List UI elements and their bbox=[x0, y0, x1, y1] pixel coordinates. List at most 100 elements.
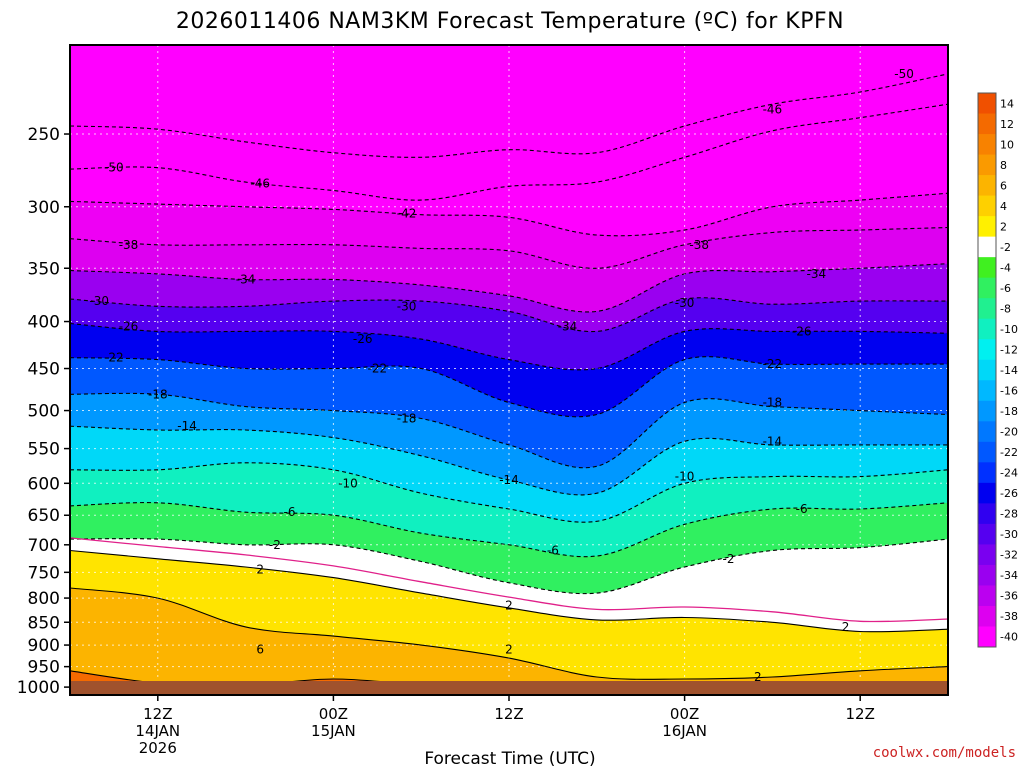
colorbar-label-21: -30 bbox=[1000, 528, 1018, 541]
contour-line--42 bbox=[70, 192, 948, 237]
contour-line-2 bbox=[70, 549, 948, 633]
colorbar-swatch-9 bbox=[978, 277, 996, 299]
grid-lines bbox=[70, 45, 948, 695]
contour-label-4: -38 bbox=[689, 238, 709, 252]
colorbar-label-7: -2 bbox=[1000, 241, 1011, 254]
x-tick-label-0-2: 2026 bbox=[139, 739, 177, 757]
colorbar-label-24: -36 bbox=[1000, 590, 1018, 603]
colorbar-swatch-12 bbox=[978, 339, 996, 361]
colorbar-label-13: -14 bbox=[1000, 364, 1018, 377]
colorbar-swatch-18 bbox=[978, 462, 996, 484]
colorbar-label-11: -10 bbox=[1000, 323, 1018, 336]
y-tick-label-800: 800 bbox=[28, 589, 60, 609]
colorbar-label-12: -12 bbox=[1000, 343, 1018, 356]
colorbar-label-16: -20 bbox=[1000, 426, 1018, 439]
y-tick-label-400: 400 bbox=[28, 313, 60, 333]
contour-line--38 bbox=[70, 226, 948, 269]
contour-label-34: 2 bbox=[754, 670, 762, 684]
colorbar-label-10: -8 bbox=[1000, 302, 1011, 315]
colorbar-swatch-7 bbox=[978, 236, 996, 258]
y-tick-label-500: 500 bbox=[28, 402, 60, 422]
x-tick-label-1-0: 00Z bbox=[319, 705, 348, 723]
x-tick-label-3-0: 00Z bbox=[670, 705, 699, 723]
contour-label-31: 2 bbox=[505, 598, 513, 612]
colorbar-swatch-2 bbox=[978, 134, 996, 156]
contour-label-19: -18 bbox=[763, 396, 783, 410]
colorbar-label-23: -34 bbox=[1000, 569, 1018, 582]
contour-label-21: -14 bbox=[763, 434, 783, 448]
y-axis: 250 300 350 400 450 500 550 600 650 700 750 800 850 9… bbox=[17, 125, 70, 698]
contour-line--34 bbox=[70, 263, 948, 313]
contour-label-17: -18 bbox=[148, 387, 168, 401]
contour-line-6 bbox=[70, 587, 948, 680]
colorbar-label-8: -4 bbox=[1000, 261, 1011, 274]
contour-lines bbox=[70, 73, 948, 694]
colorbar-swatch-0 bbox=[978, 93, 996, 115]
colorbar-label-6: 2 bbox=[1000, 220, 1007, 233]
y-tick-label-850: 850 bbox=[28, 613, 60, 633]
colorbar-label-22: -32 bbox=[1000, 549, 1018, 562]
y-tick-label-550: 550 bbox=[28, 440, 60, 460]
colorbar-swatch-1 bbox=[978, 113, 996, 135]
chart-title: 2026011406 NAM3KM Forecast Temperature (… bbox=[176, 9, 844, 34]
x-tick-label-2-0: 12Z bbox=[494, 705, 523, 723]
colorbar-swatch-13 bbox=[978, 359, 996, 381]
colorbar-label-5: 4 bbox=[1000, 200, 1007, 213]
y-tick-label-350: 350 bbox=[28, 259, 60, 279]
contour-label-15: -22 bbox=[367, 362, 387, 376]
contour-label-24: -10 bbox=[675, 470, 695, 484]
colorbar-label-14: -16 bbox=[1000, 385, 1018, 398]
colorbar-label-15: -18 bbox=[1000, 405, 1018, 418]
y-tick-label-750: 750 bbox=[28, 563, 60, 583]
colorbar-label-20: -28 bbox=[1000, 508, 1018, 521]
plot-area bbox=[70, 45, 948, 695]
contour-label-23: -10 bbox=[338, 476, 358, 490]
x-axis-label: Forecast Time (UTC) bbox=[424, 749, 595, 768]
freezing-line bbox=[70, 537, 948, 623]
contour-label-30: 2 bbox=[256, 563, 264, 577]
colorbar-swatch-16 bbox=[978, 421, 996, 443]
contour-label-28: -2 bbox=[269, 538, 281, 552]
colorbar-swatch-25 bbox=[978, 605, 996, 627]
fill-below-6 bbox=[70, 588, 948, 695]
colorbar-swatch-11 bbox=[978, 318, 996, 340]
contour-label-11: -26 bbox=[119, 319, 139, 333]
x-tick-label-3-1: 16JAN bbox=[662, 722, 707, 740]
contour-line--6 bbox=[70, 502, 948, 558]
contour-labels: -50-46-42-38 -38-34 -34-30 -30 -30-34-26-26-… bbox=[89, 67, 913, 695]
colorbar-swatch-17 bbox=[978, 441, 996, 463]
contour-label-22: -14 bbox=[499, 473, 519, 487]
colorbar-label-3: 8 bbox=[1000, 159, 1007, 172]
contour-label-16: -22 bbox=[763, 357, 783, 371]
colorbar-swatch-10 bbox=[978, 298, 996, 320]
colorbar-label-25: -38 bbox=[1000, 610, 1018, 623]
contour-label-8: -30 bbox=[397, 299, 417, 313]
y-tick-label-1000: 1000 bbox=[17, 678, 60, 698]
contour-label-6: -34 bbox=[806, 267, 826, 281]
contour-line--2 bbox=[70, 538, 948, 595]
contour-label-3: -38 bbox=[119, 238, 139, 252]
contour-label-20: -14 bbox=[177, 419, 197, 433]
colorbar-swatch-14 bbox=[978, 380, 996, 402]
contour-line--26 bbox=[70, 322, 948, 371]
x-tick-label-1-1: 15JAN bbox=[311, 722, 356, 740]
colorbar-label-1: 12 bbox=[1000, 118, 1014, 131]
colorbar-swatch-8 bbox=[978, 257, 996, 279]
y-tick-label-650: 650 bbox=[28, 506, 60, 526]
x-tick-label-0-0: 12Z bbox=[143, 705, 172, 723]
colorbar-label-2: 10 bbox=[1000, 138, 1014, 151]
x-tick-label-4-0: 12Z bbox=[846, 705, 875, 723]
contour-label-7: -30 bbox=[89, 294, 109, 308]
contour-line--50 bbox=[70, 73, 948, 158]
credit-text: coolwx.com/models bbox=[873, 745, 1016, 761]
colorbar-swatch-19 bbox=[978, 482, 996, 504]
y-tick-label-950: 950 bbox=[28, 658, 60, 678]
contour-line--10 bbox=[70, 462, 948, 523]
contour-line--30 bbox=[70, 297, 948, 333]
contour-label-29: -2 bbox=[723, 552, 735, 566]
colorbar-swatch-4 bbox=[978, 175, 996, 197]
colorbar-label-26: -40 bbox=[1000, 631, 1018, 644]
colorbar-label-4: 6 bbox=[1000, 179, 1007, 192]
contour-line--14 bbox=[70, 425, 948, 496]
